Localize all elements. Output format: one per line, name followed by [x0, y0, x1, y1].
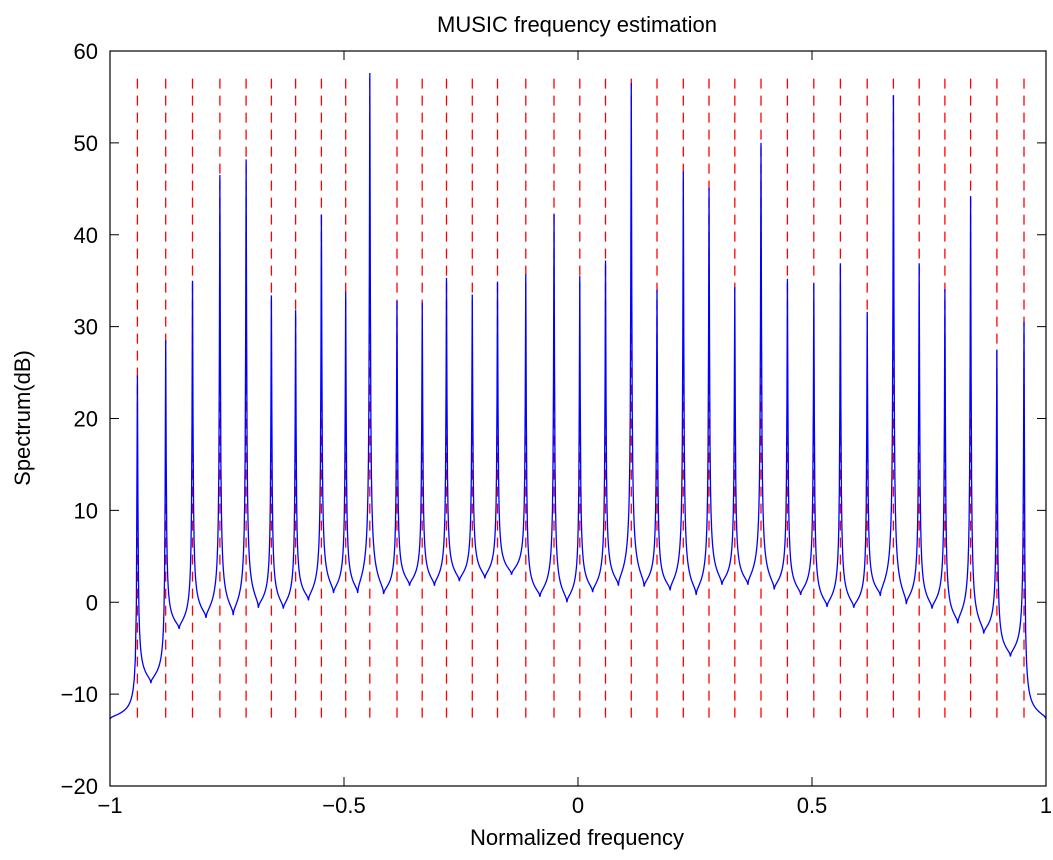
y-tick-label: 0: [86, 590, 98, 615]
spectrum-line: [110, 73, 1046, 720]
y-tick-label: 10: [74, 498, 98, 523]
x-tick-label: −0.5: [322, 793, 365, 818]
y-tick-label: 40: [74, 223, 98, 248]
y-axis-label: Spectrum(dB): [10, 350, 35, 486]
y-tick-label: 60: [74, 39, 98, 64]
x-tick-label: −1: [97, 793, 122, 818]
x-axis-label: Normalized frequency: [470, 825, 684, 850]
y-tick-label: 50: [74, 131, 98, 156]
y-tick-label: −10: [61, 682, 98, 707]
x-tick-label: 1: [1040, 793, 1052, 818]
axes-box: [109, 50, 1047, 787]
y-tick-label: 30: [74, 315, 98, 340]
y-tick-label: 20: [74, 407, 98, 432]
plot-area: −1 −0.5 0 0.5 1 −20 −10 0 10 20 30 40 50 60: [61, 39, 1052, 818]
y-tick-label: −20: [61, 774, 98, 799]
x-tick-label: 0.5: [797, 793, 828, 818]
x-tick-label: 0: [572, 793, 584, 818]
chart-title: MUSIC frequency estimation: [437, 12, 717, 37]
